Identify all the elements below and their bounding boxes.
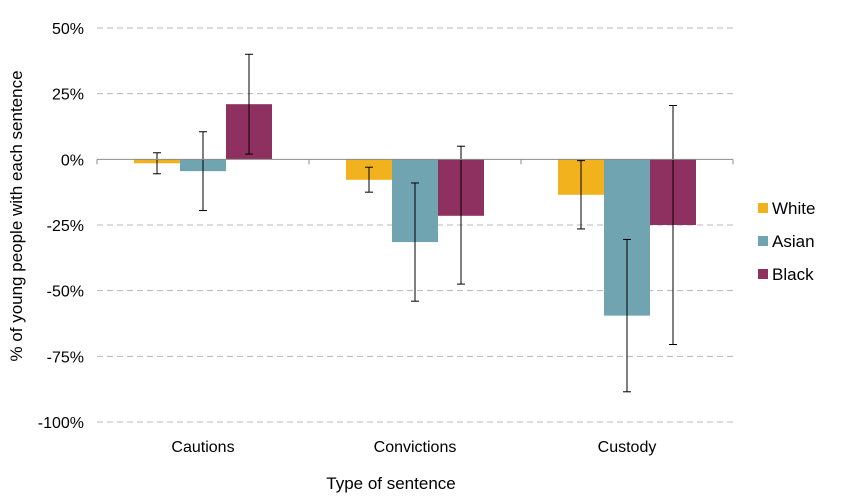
y-tick-label: -100%	[38, 415, 84, 432]
x-tick-label: Custody	[598, 439, 657, 456]
legend-swatch-asian	[758, 236, 768, 246]
y-tick-label: 25%	[52, 87, 84, 104]
x-axis-title: Type of sentence	[326, 474, 455, 493]
y-tick-label: 0%	[61, 152, 84, 169]
legend-swatch-white	[758, 203, 768, 213]
y-tick-label: -75%	[47, 349, 84, 366]
x-tick-label: Cautions	[171, 439, 234, 456]
y-tick-label: -50%	[47, 284, 84, 301]
y-tick-label: -25%	[47, 218, 84, 235]
legend-swatch-black	[758, 269, 768, 279]
legend-label-white: White	[772, 199, 815, 218]
y-axis-title: % of young people with each sentence	[7, 70, 26, 361]
legend-label-asian: Asian	[772, 232, 815, 251]
y-tick-label: 50%	[52, 21, 84, 38]
axes	[96, 158, 734, 165]
tick-labels: 50% 25% 0% -25% -50% -75% -100% Cautions Convict…	[38, 21, 657, 456]
legend: White Asian Black	[758, 199, 815, 284]
legend-label-black: Black	[772, 265, 814, 284]
x-tick-label: Convictions	[374, 439, 457, 456]
error-bars	[153, 53, 677, 393]
